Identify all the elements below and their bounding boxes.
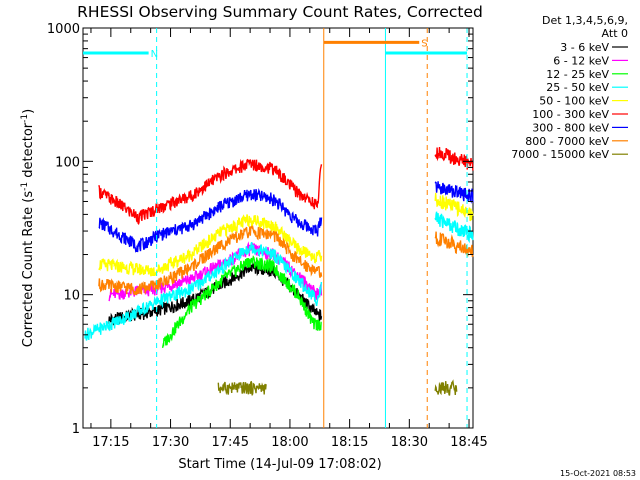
y-tick-label: 1000 (47, 22, 80, 37)
series-line-50-100-kev (98, 214, 323, 277)
x-tick-label: 17:15 (92, 435, 129, 450)
y-axis-label: Corrected Count Rate (s-1 detector-1) (20, 109, 36, 347)
y-tick-label: 1 (72, 422, 80, 437)
legend-header-line-1: Det 1,3,4,5,6,9, (542, 14, 628, 27)
legend-label-25-50-kev: 25 - 50 keV (546, 81, 609, 94)
series-line-7000-15000-kev (217, 380, 267, 397)
x-tick-label: 18:00 (271, 435, 308, 450)
series-line-12-25-kev (161, 255, 322, 349)
legend-header-line-2: Att 0 (602, 27, 628, 40)
legend-label-3-6-kev: 3 - 6 keV (560, 41, 609, 54)
series-line-800-7000-kev (98, 224, 323, 296)
plot-frame (82, 27, 474, 429)
x-tick-label: 18:45 (450, 435, 487, 450)
plot-area: NS 17:15 17:30 17:45 18:00 18:15 18:30 18:45 1… (47, 22, 488, 450)
series-line-100-300-kev (98, 158, 323, 225)
x-tick-label: 18:15 (331, 435, 368, 450)
series-line-300-800-kev (98, 187, 323, 253)
y-axis-label-sup1: -1 (20, 182, 30, 191)
y-axis-label-main: Corrected Count Rate (s (21, 191, 36, 348)
y-axis-label-sup2: -1 (20, 114, 30, 123)
legend-label-300-800-kev: 300 - 800 keV (532, 121, 609, 134)
series-line-25-50-kev (84, 241, 323, 341)
legend-label-800-7000-kev: 800 - 7000 keV (525, 135, 609, 148)
x-axis-label: Start Time (14-Jul-09 17:08:02) (178, 457, 381, 472)
x-tick-label: 17:45 (212, 435, 249, 450)
post-segment-line (434, 379, 458, 396)
legend-label-50-100-kev: 50 - 100 keV (539, 95, 609, 108)
legend-label-12-25-kev: 12 - 25 keV (546, 68, 609, 81)
flag-label: N (151, 49, 158, 60)
timestamp: 15-Oct-2021 08:53 (560, 469, 636, 478)
y-axis-label-mid: detector (21, 122, 36, 182)
x-axis: 17:15 17:30 17:45 18:00 18:15 18:30 18:45 (90, 28, 488, 450)
y-tick-label: 100 (55, 155, 80, 170)
flag-label: S (421, 38, 427, 49)
post-segment-line (434, 181, 474, 204)
x-tick-label: 17:30 (152, 435, 189, 450)
legend-label-6-12-kev: 6 - 12 keV (553, 54, 609, 67)
flags-layer: NS (83, 28, 468, 428)
legend-label-100-300-kev: 100 - 300 keV (532, 108, 609, 121)
y-tick-label: 10 (63, 289, 80, 304)
chart-title: RHESSI Observing Summary Count Rates, Co… (77, 3, 483, 21)
series-layer (84, 146, 474, 397)
y-axis: 1 10 100 1000 (47, 22, 473, 437)
y-axis-label-end: ) (21, 109, 36, 114)
legend-label-7000-15000-kev: 7000 - 15000 keV (511, 148, 609, 161)
x-tick-label: 18:30 (391, 435, 428, 450)
